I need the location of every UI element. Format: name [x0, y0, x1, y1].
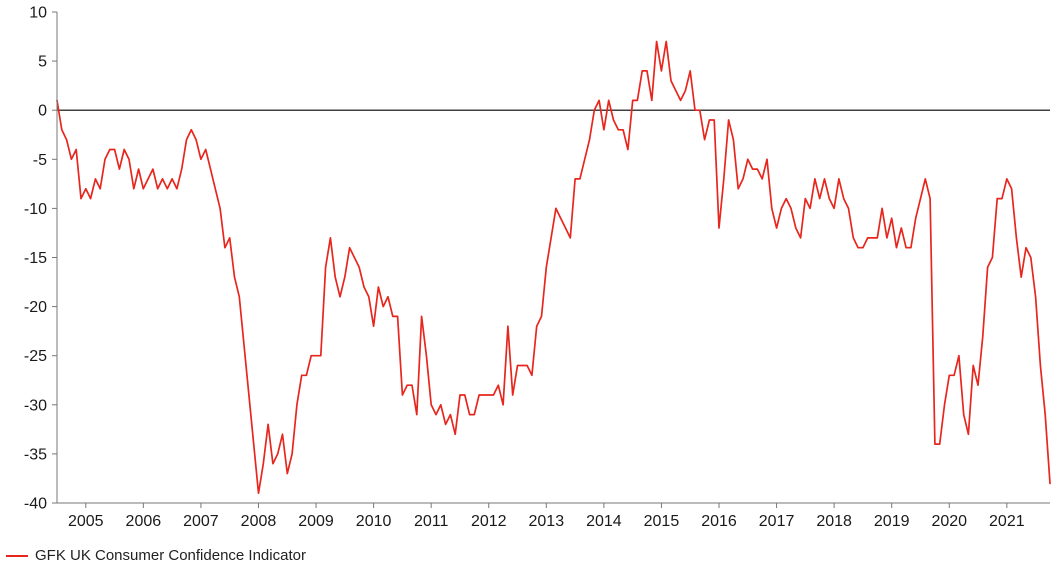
x-tick-label: 2013 [529, 513, 565, 530]
consumer-confidence-chart: 10 5 0 -5 -10 -15 -20 -25 -30 -35 -40 2005 2006 2007 2… [0, 5, 1055, 564]
legend-line-swatch [6, 554, 28, 557]
x-tick-label: 2018 [816, 513, 852, 530]
y-tick-label: -40 [24, 496, 47, 513]
y-tick-label: -35 [24, 446, 47, 463]
legend-label: GFK UK Consumer Confidence Indicator [35, 547, 306, 564]
x-tick-label: 2010 [356, 513, 392, 530]
y-tick-label: -20 [24, 299, 47, 316]
series-line [56, 40, 1051, 495]
line-chart-canvas: 10 5 0 -5 -10 -15 -20 -25 -30 -35 -40 2005 2006 2007 2… [24, 5, 1051, 530]
x-tick-label: 2021 [989, 513, 1025, 530]
x-tick-label: 2008 [241, 513, 277, 530]
x-tick-label: 2011 [414, 513, 449, 530]
x-tick-label: 2006 [126, 513, 162, 530]
x-tick-label: 2020 [931, 513, 967, 530]
x-tick-label: 2007 [183, 513, 219, 530]
x-tick-label: 2005 [68, 513, 104, 530]
x-tick-label: 2017 [759, 513, 795, 530]
y-tick-label: 10 [29, 5, 47, 22]
y-tick-label: -10 [24, 201, 47, 218]
y-tick-label: 0 [38, 103, 47, 120]
y-tick-label: -30 [24, 397, 47, 414]
y-tick-label: -5 [33, 152, 47, 169]
x-tick-label: 2014 [586, 513, 622, 530]
x-tick-label: 2015 [644, 513, 680, 530]
x-tick-label: 2009 [298, 513, 334, 530]
x-tick-label: 2016 [701, 513, 737, 530]
y-tick-label: -25 [24, 348, 47, 365]
y-tick-label: -15 [24, 250, 47, 267]
chart-legend: GFK UK Consumer Confidence Indicator [0, 540, 1055, 564]
y-tick-label: 5 [38, 54, 47, 71]
x-tick-label: 2019 [874, 513, 910, 530]
x-tick-label: 2012 [471, 513, 507, 530]
